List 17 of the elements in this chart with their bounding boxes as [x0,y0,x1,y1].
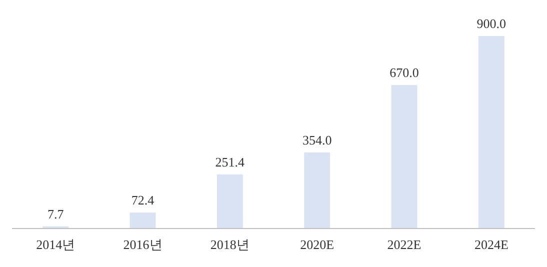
data-label: 7.7 [47,206,64,222]
x-tick-label: 2018년 [210,237,250,252]
data-label: 354.0 [302,132,332,148]
x-tick-label: 2022E [387,237,422,252]
bar [304,152,330,228]
bar [478,36,504,228]
x-tick-label: 2014년 [36,237,76,252]
bar [391,85,418,228]
x-tick-label: 2024E [474,237,508,252]
x-tick-label: 2016년 [123,237,162,252]
x-tick-label: 2020E [300,237,334,252]
bar [130,212,156,228]
data-label: 670.0 [390,65,419,80]
data-label: 72.4 [131,192,155,208]
data-label: 251.4 [215,154,246,170]
bar [216,174,243,228]
data-label: 900.0 [476,16,506,31]
